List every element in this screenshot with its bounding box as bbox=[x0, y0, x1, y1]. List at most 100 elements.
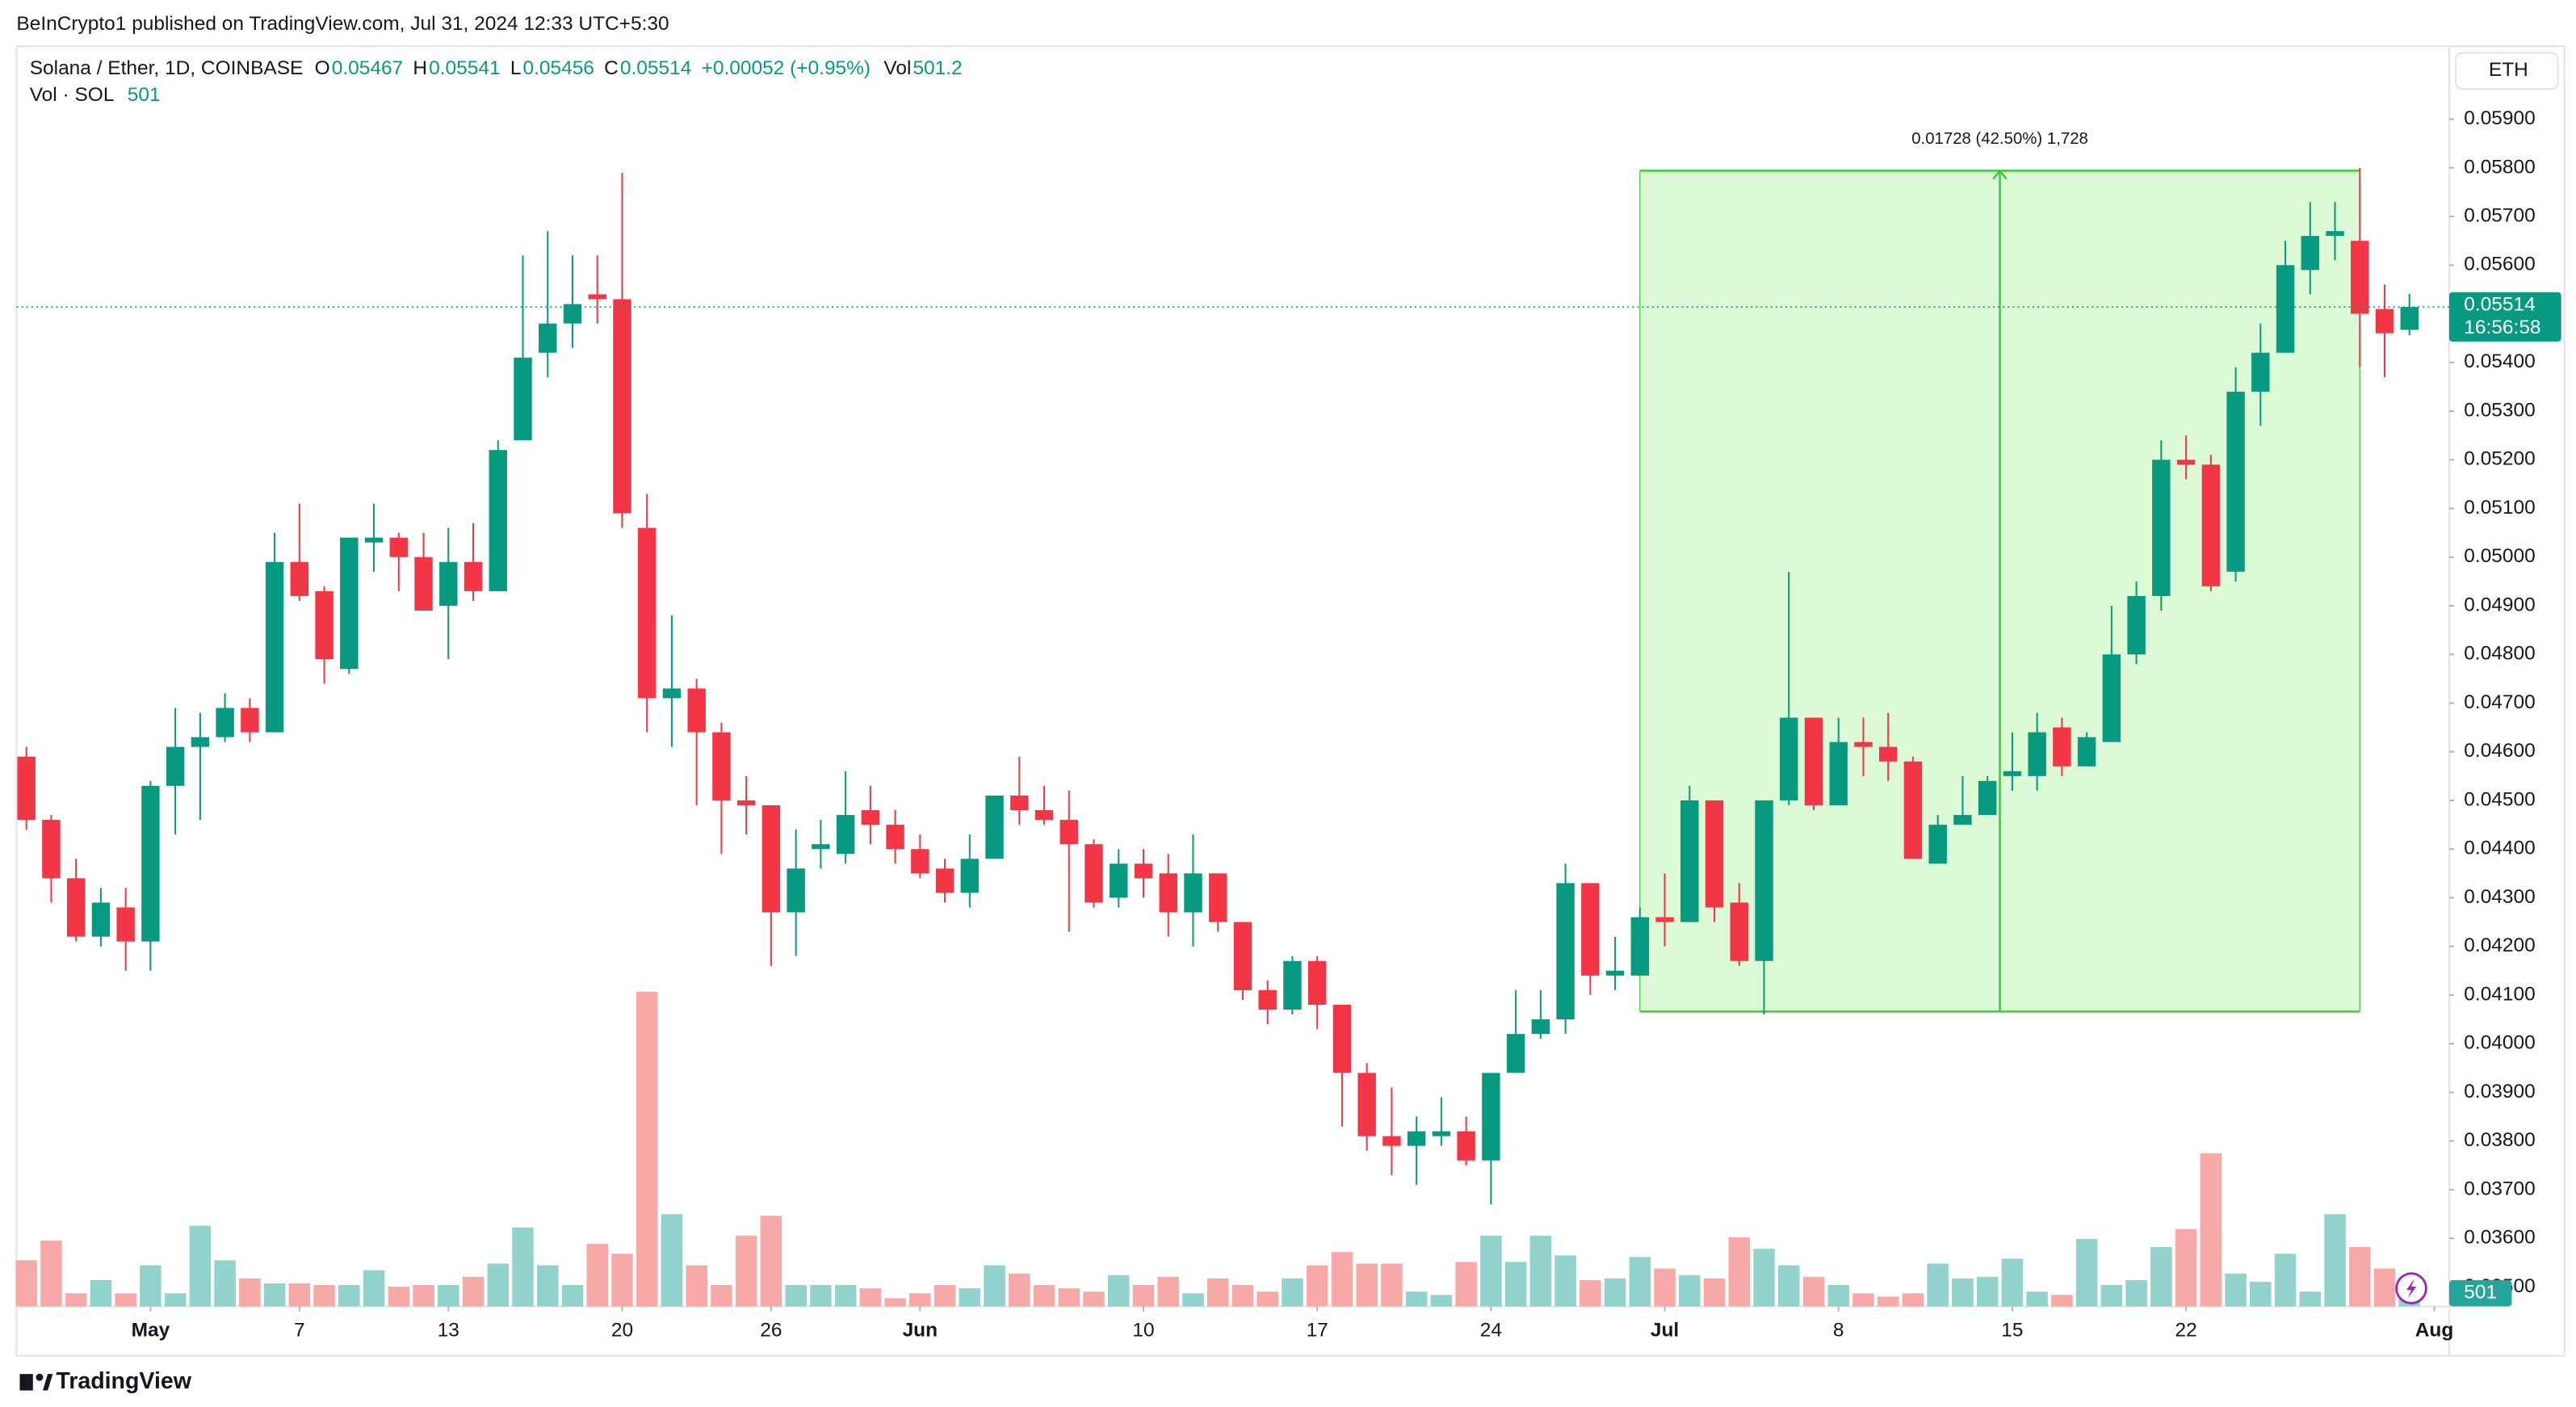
candle-body bbox=[1010, 795, 1029, 811]
volume-bar bbox=[164, 1293, 187, 1307]
candle-body bbox=[1730, 902, 1748, 961]
candle-body bbox=[1357, 1073, 1376, 1136]
candle-body bbox=[1283, 960, 1302, 1010]
candle-body bbox=[216, 708, 234, 737]
candle-body bbox=[2251, 352, 2270, 392]
x-tick-label: May bbox=[132, 1320, 170, 1342]
volume-bar bbox=[1356, 1263, 1378, 1307]
volume-bar bbox=[785, 1284, 807, 1307]
candle-body bbox=[489, 450, 507, 591]
candle-body bbox=[1258, 989, 1277, 1010]
candle-body bbox=[687, 688, 706, 733]
x-tick-label: 8 bbox=[1833, 1320, 1844, 1342]
legend-value: 0.05467 bbox=[332, 57, 403, 79]
candle-body bbox=[712, 732, 731, 800]
candle-body bbox=[1755, 800, 1773, 961]
volume-bar bbox=[1504, 1262, 1527, 1307]
legend-value: 0.05456 bbox=[522, 57, 594, 79]
volume-bar bbox=[2200, 1153, 2222, 1307]
volume-bar bbox=[1852, 1293, 1874, 1307]
volume-bar bbox=[388, 1287, 410, 1307]
y-tick-label: 0.05900 bbox=[2464, 107, 2535, 129]
candle-body bbox=[439, 561, 458, 606]
legend-key: L bbox=[510, 57, 522, 79]
candle-body bbox=[1780, 717, 1798, 800]
candle-body bbox=[1034, 810, 1054, 821]
candle-body bbox=[1680, 800, 1699, 922]
volume-bar bbox=[1157, 1276, 1180, 1307]
candle-body bbox=[1506, 1034, 1525, 1073]
currency[interactable]: ETH bbox=[2489, 59, 2528, 81]
candle-body bbox=[1705, 800, 1724, 908]
volume-bar bbox=[1629, 1257, 1651, 1307]
y-tick-label: 0.04500 bbox=[2464, 788, 2535, 810]
publish-info: BeInCrypto1 published on TradingView.com… bbox=[16, 13, 669, 35]
volume-bar bbox=[1257, 1292, 1278, 1307]
candle-body bbox=[1953, 815, 1972, 825]
volume-bar bbox=[1827, 1284, 1849, 1307]
brand-logo bbox=[19, 1373, 53, 1391]
volume-bar bbox=[1728, 1237, 1751, 1307]
candle-body bbox=[241, 708, 259, 733]
volume-bar bbox=[735, 1235, 757, 1307]
candle-body bbox=[1878, 746, 1898, 762]
x-tick-label: 20 bbox=[611, 1320, 633, 1342]
x-tick-label: 7 bbox=[294, 1320, 305, 1342]
candle-body bbox=[1184, 873, 1202, 913]
x-tick-label: 26 bbox=[760, 1320, 782, 1342]
volume-bar bbox=[1381, 1263, 1403, 1307]
currency-box[interactable] bbox=[2455, 52, 2559, 90]
candle-body bbox=[539, 323, 557, 353]
volume-bar bbox=[1306, 1265, 1328, 1307]
countdown: 16:56:58 bbox=[2464, 317, 2540, 338]
legend-key: C bbox=[604, 57, 619, 79]
x-tick-label: 17 bbox=[1307, 1320, 1328, 1342]
candle-body bbox=[1307, 960, 1327, 1005]
candle-body bbox=[414, 556, 433, 611]
candle-body bbox=[2152, 460, 2171, 596]
volume-bar bbox=[239, 1278, 261, 1307]
y-tick-label: 0.05100 bbox=[2464, 497, 2535, 519]
volume-bar bbox=[1108, 1275, 1130, 1307]
candle-body bbox=[1581, 883, 1600, 976]
candle-body bbox=[1978, 780, 1997, 816]
candle-body bbox=[2127, 595, 2146, 655]
legend-value: 0.05514 bbox=[620, 57, 691, 79]
volume-bar bbox=[611, 1254, 633, 1307]
y-tick-label: 0.04700 bbox=[2464, 691, 2535, 713]
volume-bar bbox=[1331, 1252, 1353, 1307]
candle-body bbox=[812, 844, 830, 850]
chart-frame bbox=[15, 45, 2566, 1357]
candle-body bbox=[17, 756, 36, 821]
logo-mark bbox=[19, 1374, 33, 1391]
candle-body bbox=[1110, 863, 1128, 898]
volume-bar bbox=[288, 1283, 311, 1307]
volume-bar bbox=[711, 1284, 732, 1307]
candle-body bbox=[1928, 825, 1947, 864]
volume-bar bbox=[2299, 1292, 2322, 1307]
y-tick-label: 0.03600 bbox=[2464, 1227, 2535, 1249]
candle-body bbox=[91, 902, 111, 937]
volume-bar bbox=[1455, 1262, 1477, 1307]
volume-bar bbox=[90, 1279, 112, 1307]
volume-bar bbox=[909, 1293, 931, 1307]
x-tick-label: 13 bbox=[438, 1320, 459, 1342]
y-tick-label: 0.04800 bbox=[2464, 643, 2535, 665]
volume-bar bbox=[859, 1288, 882, 1307]
volume-bar bbox=[1703, 1278, 1726, 1307]
candle-body bbox=[2400, 307, 2419, 330]
volume-bar bbox=[1132, 1284, 1155, 1307]
volume-bar bbox=[1182, 1293, 1204, 1307]
volume-bar bbox=[15, 1260, 37, 1307]
candle-body bbox=[1655, 917, 1674, 922]
logo-mark bbox=[36, 1373, 44, 1381]
volume-bar bbox=[1802, 1276, 1825, 1307]
volume-bar bbox=[40, 1240, 62, 1307]
volume-bar bbox=[1580, 1279, 1601, 1307]
y-tick-label: 0.04000 bbox=[2464, 1032, 2535, 1054]
volume-bar bbox=[2175, 1228, 2197, 1307]
volume-bar bbox=[363, 1270, 385, 1307]
volume-bar bbox=[1654, 1268, 1676, 1307]
